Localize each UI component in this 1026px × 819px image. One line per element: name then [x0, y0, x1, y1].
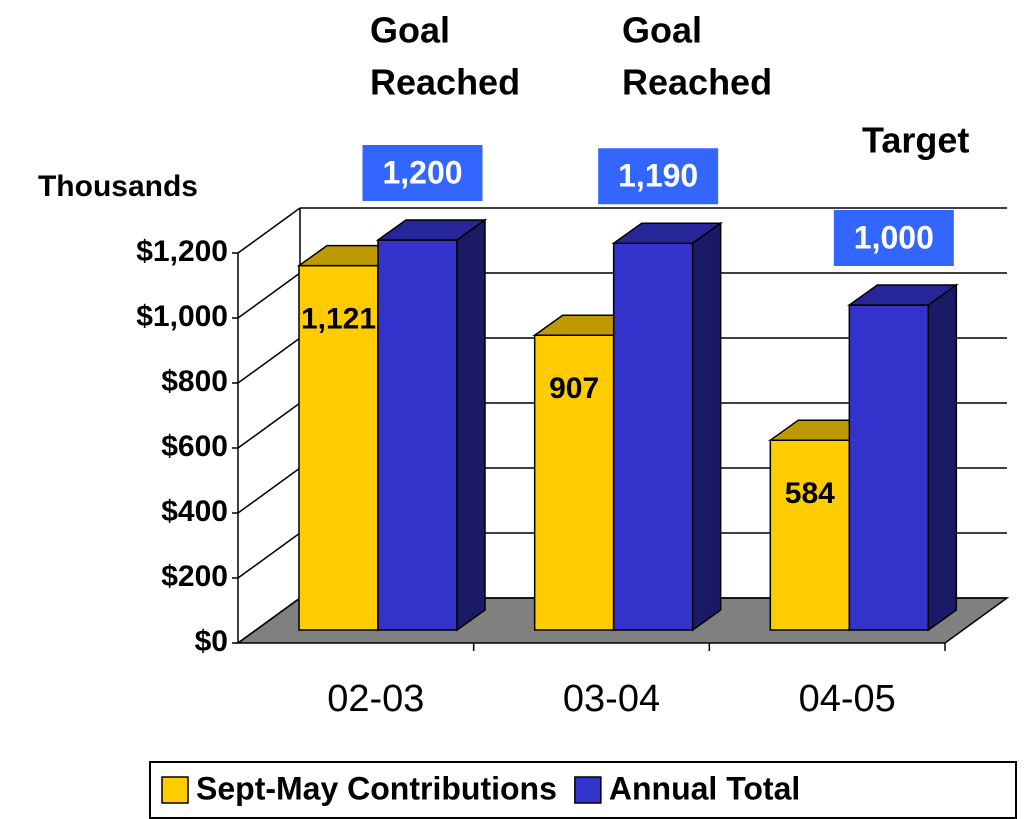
legend-label: Sept-May Contributions — [196, 770, 557, 806]
bar — [848, 304, 930, 631]
y-tick-label: $0 — [195, 625, 228, 658]
annotation: Goal — [622, 10, 702, 51]
annotation: Target — [862, 120, 969, 161]
bar — [612, 242, 694, 631]
data-label: 1,121 — [301, 303, 376, 336]
bar-side — [691, 221, 722, 632]
annotation: Reached — [622, 62, 772, 103]
data-label: 584 — [785, 477, 835, 510]
data-label: 907 — [549, 372, 599, 405]
bar — [377, 239, 458, 631]
y-tick-label: $1,000 — [136, 300, 228, 333]
y-tick-label: $1,200 — [136, 235, 228, 268]
y-tick-label: $800 — [161, 365, 228, 398]
grid-line — [237, 207, 301, 254]
grid-line — [237, 272, 301, 319]
x-tick-label: 04-05 — [799, 678, 896, 720]
grid-line — [237, 532, 301, 579]
x-tick-label: 02-03 — [327, 678, 424, 720]
legend-swatch — [161, 776, 189, 804]
label-box — [362, 145, 483, 201]
grid-line — [237, 337, 301, 384]
legend-swatch — [574, 776, 602, 804]
label-box — [833, 210, 954, 266]
x-tick-label: 03-04 — [563, 678, 660, 720]
bar-side — [456, 218, 486, 632]
y-tick-label: $200 — [161, 560, 228, 593]
grid-line — [237, 402, 301, 449]
data-label: 1,190 — [618, 158, 698, 194]
grid-line — [237, 597, 301, 644]
data-label: 1,000 — [854, 219, 934, 255]
data-label: 1,200 — [382, 154, 462, 190]
legend-label: Annual Total — [609, 770, 800, 806]
bar-side — [927, 283, 958, 632]
bar — [769, 439, 851, 631]
y-tick-label: $400 — [161, 495, 228, 528]
label-box — [598, 148, 719, 205]
y-tick-label: $600 — [161, 430, 228, 463]
grid-line — [237, 467, 301, 514]
annotation: Reached — [370, 62, 520, 103]
y-axis-label: Thousands — [38, 170, 198, 203]
annotation: Goal — [370, 10, 450, 51]
